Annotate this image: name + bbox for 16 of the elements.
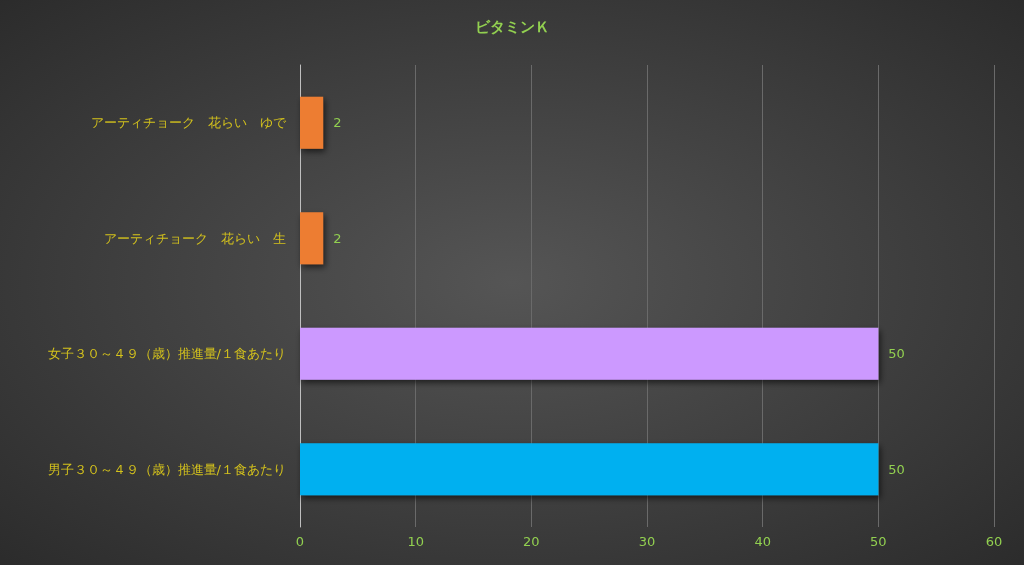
chart-title: ビタミンＫ bbox=[474, 17, 550, 36]
x-tick-label: 20 bbox=[523, 534, 540, 549]
x-tick-label: 30 bbox=[638, 534, 656, 549]
y-tick-label: 男子３０～４９（歳）推進量/１食あたり bbox=[47, 461, 286, 477]
data-label: 2 bbox=[333, 115, 342, 131]
x-tick-label: 60 bbox=[985, 534, 1003, 549]
data-label: 50 bbox=[888, 346, 905, 362]
x-tick-label: 0 bbox=[295, 534, 305, 549]
data-label: 50 bbox=[888, 461, 905, 477]
data-label: 2 bbox=[333, 230, 342, 246]
y-tick-label: アーティチョーク 花らい ゆで bbox=[91, 115, 287, 131]
x-tick-label: 50 bbox=[870, 534, 887, 549]
x-tick-label: 10 bbox=[407, 534, 424, 549]
y-tick-label: アーティチョーク 花らい 生 bbox=[104, 230, 286, 246]
y-tick-label: 女子３０～４９（歳）推進量/１食あたり bbox=[47, 346, 286, 362]
x-tick-label: 40 bbox=[754, 534, 771, 549]
